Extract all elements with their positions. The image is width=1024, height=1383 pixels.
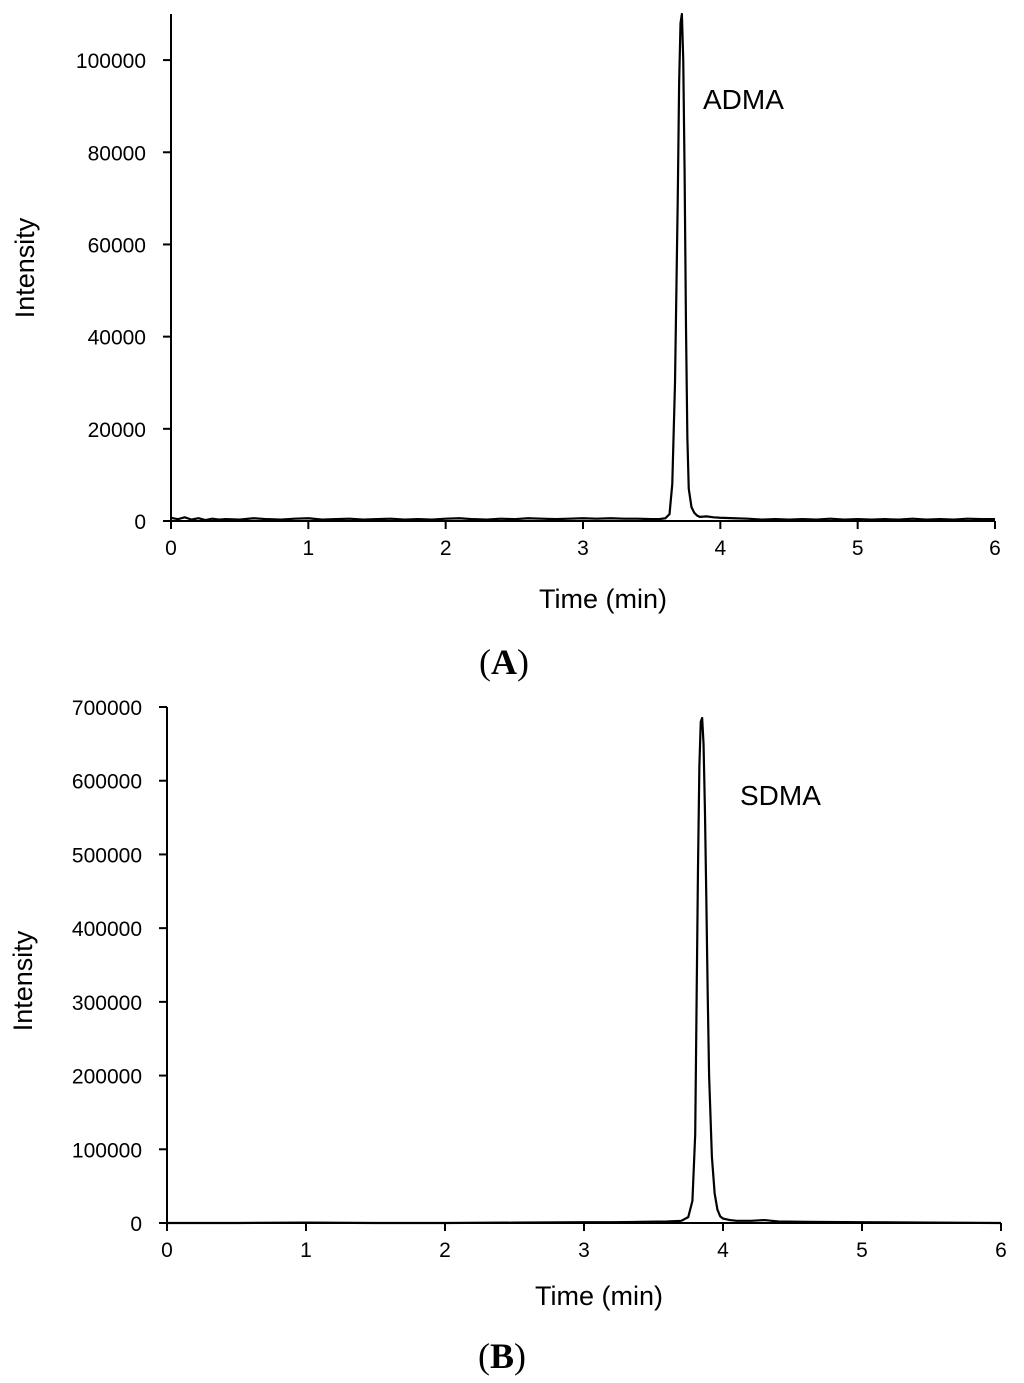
y-tick-label-b-5: 500000 bbox=[72, 844, 142, 867]
x-axis-title-b: Time (min) bbox=[535, 1281, 663, 1311]
y-tick-label-b-7: 700000 bbox=[72, 697, 142, 720]
y-tick-label-a-2: 40000 bbox=[88, 327, 146, 350]
panel-label-b: (B) bbox=[478, 1336, 526, 1376]
y-tick-label-b-1: 100000 bbox=[72, 1139, 142, 1162]
ticks-b: 0 1 2 3 4 5 6 0 100000 200000 300000 400000 500000 60… bbox=[72, 697, 1007, 1262]
x-tick-label-b-4: 4 bbox=[717, 1239, 729, 1262]
y-tick-label-b-4: 400000 bbox=[72, 918, 142, 941]
x-tick-label-b-6: 6 bbox=[995, 1239, 1007, 1262]
x-tick-label-a-6: 6 bbox=[989, 537, 1001, 560]
x-tick-label-b-1: 1 bbox=[300, 1239, 312, 1262]
y-tick-label-b-6: 600000 bbox=[72, 771, 142, 794]
y-axis-title-a: Intensity bbox=[10, 217, 40, 318]
x-tick-label-a-3: 3 bbox=[577, 537, 589, 560]
x-tick-label-a-4: 4 bbox=[714, 537, 726, 560]
x-tick-label-b-3: 3 bbox=[578, 1239, 590, 1262]
y-tick-label-a-5: 100000 bbox=[76, 50, 146, 73]
annotation-adma: ADMA bbox=[703, 84, 784, 115]
y-tick-label-a-3: 60000 bbox=[88, 234, 146, 257]
x-tick-label-a-2: 2 bbox=[440, 537, 452, 560]
panel-label-a: (A) bbox=[479, 642, 529, 682]
panel-label-b-letter: B bbox=[490, 1336, 514, 1376]
trace-b bbox=[167, 716, 1002, 1225]
chart-panel-b: 0 1 2 3 4 5 6 0 100000 200000 300000 400000 500000 60… bbox=[8, 697, 1007, 1376]
y-tick-label-b-2: 200000 bbox=[72, 1066, 142, 1089]
annotation-sdma: SDMA bbox=[740, 780, 821, 811]
y-tick-label-b-3: 300000 bbox=[72, 992, 142, 1015]
x-tick-label-a-5: 5 bbox=[852, 537, 864, 560]
x-axis-title-a: Time (min) bbox=[539, 584, 667, 614]
chart-panel-a: 0 1 2 3 4 5 6 0 20000 40000 60000 80000 100000 Time … bbox=[10, 12, 1001, 682]
ticks-a: 0 1 2 3 4 5 6 0 20000 40000 60000 80000 100000 bbox=[76, 50, 1001, 560]
trace-a bbox=[170, 12, 995, 522]
x-tick-label-a-0: 0 bbox=[165, 537, 177, 560]
x-tick-label-b-0: 0 bbox=[161, 1239, 173, 1262]
y-tick-label-a-0: 0 bbox=[134, 511, 146, 534]
panel-label-a-letter: A bbox=[491, 642, 517, 682]
y-axis-title-b: Intensity bbox=[8, 930, 38, 1031]
x-tick-label-b-5: 5 bbox=[856, 1239, 868, 1262]
y-tick-label-a-1: 20000 bbox=[88, 419, 146, 442]
x-tick-label-a-1: 1 bbox=[302, 537, 314, 560]
y-tick-label-b-0: 0 bbox=[130, 1213, 142, 1236]
axes-a bbox=[170, 14, 995, 522]
axes-b bbox=[166, 707, 1001, 1224]
x-tick-label-b-2: 2 bbox=[439, 1239, 451, 1262]
y-tick-label-a-4: 80000 bbox=[88, 142, 146, 165]
